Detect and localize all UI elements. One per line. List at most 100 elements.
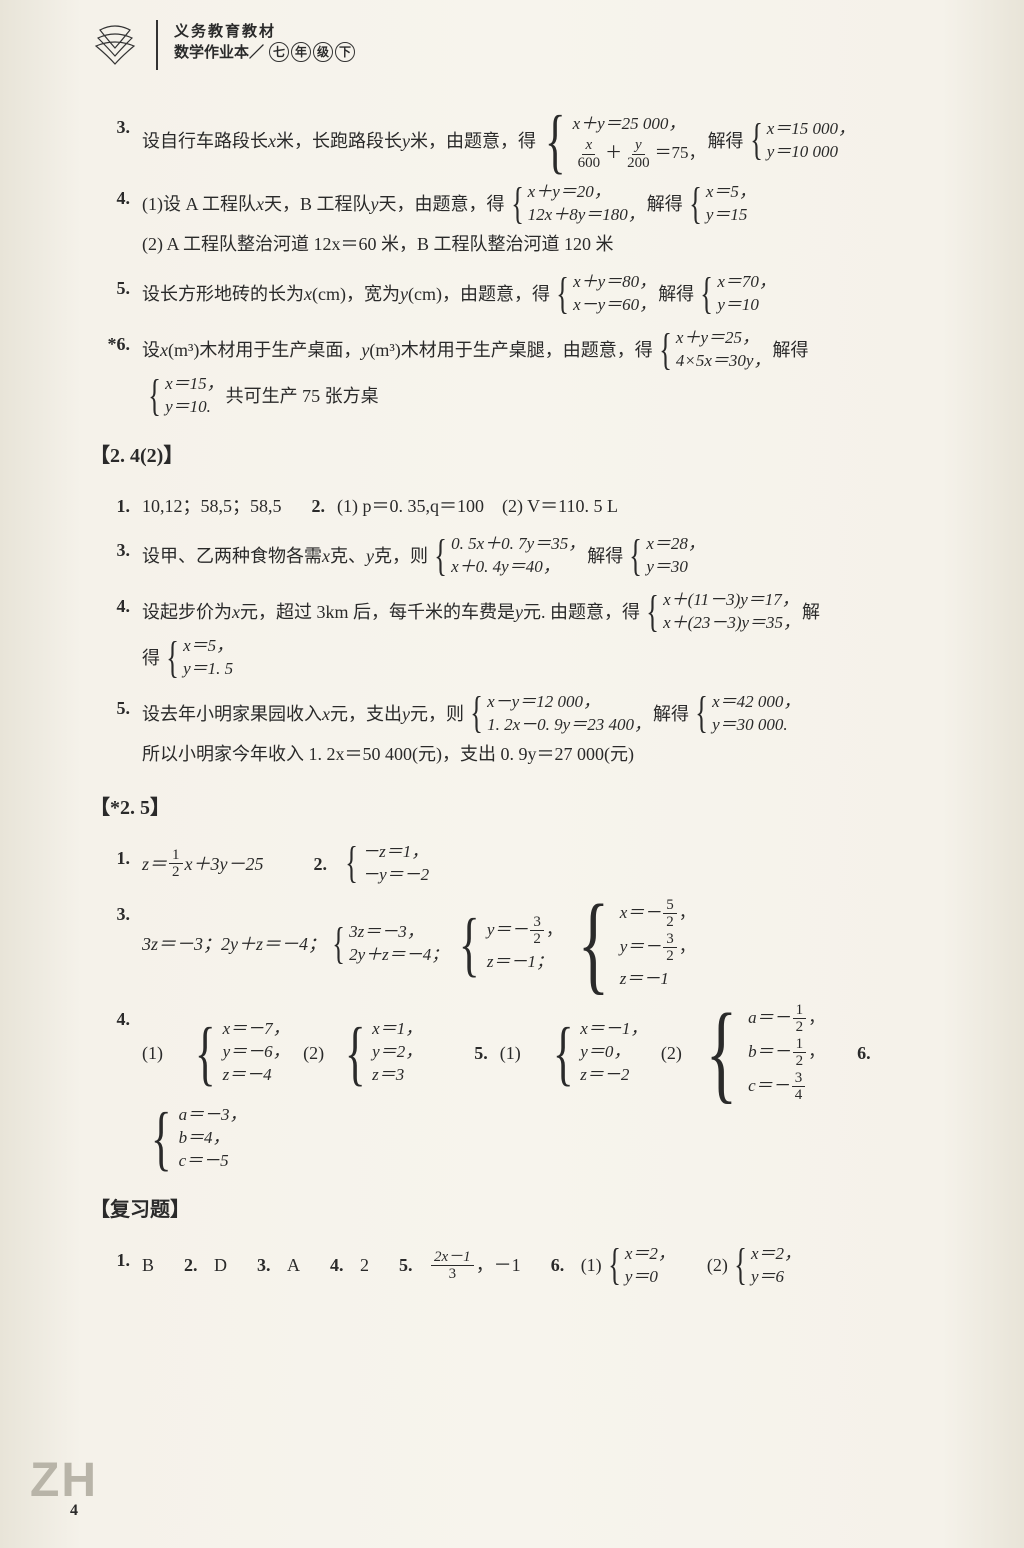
eq-row: x＝2， [751,1243,801,1266]
equation-system: { x＋(11－3)y＝17， x＋(23－3)y＝35， [642,589,800,635]
problem-6: *6. 设 x (m³)木材用于生产桌面， y (m³)木材用于生产桌腿，由题意… [90,327,954,419]
eq-row: a＝－3， [179,1104,247,1127]
problem-body: 10,12；58,5；58,5 2. (1) p＝0. 35,q＝100 (2)… [142,489,954,523]
var: y [402,697,410,731]
text: 设起步价为 [142,595,232,629]
var: y [400,277,408,311]
problem-5: 5. 设长方形地砖的长为 x (cm)，宽为 y (cm)，由题意，得 { x＋… [90,271,954,317]
text: 设 A 工程队 [163,187,256,221]
answer: A [287,1248,300,1282]
problem-number: 3. [90,897,142,931]
eq-row: x＋y＝20， [528,181,645,204]
eq-row: x＝5， [706,181,756,204]
var: x [256,187,264,221]
eq-row: 12x＋8y＝180， [528,204,645,227]
text: (m³)木材用于生产桌腿，由题意，得 [369,333,652,367]
answer: ，－1 [476,1248,521,1282]
problem-body: 设 x (m³)木材用于生产桌面， y (m³)木材用于生产桌腿，由题意，得 {… [142,327,954,419]
text: x＋3y－25 [185,847,264,881]
problem-s3-3: 3. 3z＝－3；2y＋z＝－4； { 3z＝－3， 2y＋z＝－4； { y＝… [90,897,954,992]
text: 设长方形地砖的长为 [142,277,304,311]
solution-system: { x＝70， y＝10 [696,271,776,317]
page: 义务教育教材 数学作业本／ 七 年 级 下 3. 设自行车路段长 x 米，长跑路… [0,0,1024,1548]
equation-system: { 0. 5x＋0. 7y＝35， x＋0. 4y＝40， [430,533,585,579]
var: x [304,277,312,311]
equation-system: { 3z＝－3， 2y＋z＝－4； [328,921,448,967]
eq-row: y＝10 000 [767,141,855,164]
eq-row: a＝－12， [748,1002,825,1036]
eq-row: z＝－1； [487,948,563,975]
text: 共可生产 75 张方桌 [226,379,379,413]
text: 解得 [647,187,683,221]
section-heading: 复习题 [90,1191,954,1229]
section-heading: *2. 5 [90,789,954,827]
eq-row: x＝2， [625,1243,675,1266]
solution-system: { x＝15 000， y＝10 000 [746,118,855,164]
problem-body: z＝ 12 x＋3y－25 2. { －z＝1， －y＝－2 [142,841,954,887]
solution-system: { x＝5， y＝15 [685,181,756,227]
problem-s2-3: 3. 设甲、乙两种食物各需 x 克、 y 克，则 { 0. 5x＋0. 7y＝3… [90,533,954,579]
section-heading: 2. 4(2) [90,437,954,475]
eq-row: y＝10 [717,294,776,317]
text: 米，由题意，得 [410,124,536,158]
part-label: (2) [707,1248,728,1282]
eq-row: x＝－1， [580,1018,647,1041]
text: 元. 由题意，得 [523,595,640,629]
problem-number: 3. [90,533,142,567]
text-line: 所以小明家今年收入 1. 2x＝50 400(元)，支出 0. 9y＝27 00… [142,737,954,771]
header-book-title: 数学作业本／ 七 年 级 下 [174,41,356,62]
text: 解得 [653,697,689,731]
eq-row: y＝－32， [487,914,563,948]
part-label: (1) [581,1248,602,1282]
problem-number: 5. [399,1248,425,1282]
eq-row: x＋(23－3)y＝35， [663,612,800,635]
var: y [402,124,410,158]
text: 米，长跑路段长 [276,124,402,158]
problem-3: 3. 设自行车路段长 x 米，长跑路段长 y 米，由题意，得 { x＋y＝25 … [90,110,954,171]
eq-row: x＝－7， [223,1018,290,1041]
eq-row: y＝－32， [620,931,696,965]
solution-system: { x＝2， y＝0 [604,1243,675,1289]
text: 解得 [658,277,694,311]
solution-system: { x＝2， y＝6 [730,1243,801,1289]
eq-row: x＝42 000， [712,691,800,714]
eq-row: x＋y＝80， [573,271,656,294]
eq-row: x＝5， [183,635,233,658]
review-row: 1. B 2. D 3. A 4. 2 5. 2x－13 ，－1 6. (1) [90,1243,954,1289]
problem-number: 5. [90,271,142,305]
text: 元，则 [410,697,464,731]
eq-row: x＝1， [372,1018,422,1041]
text: 元，超过 3km 后，每千米的车费是 [240,595,515,629]
equation-system: { x＋y＝25， 4×5x＝30y， [655,327,771,373]
problem-number: 3. [257,1248,283,1282]
grade-circles: 七 年 级 下 [268,42,356,62]
eq-row: b＝4， [179,1127,247,1150]
text: 克，则 [374,539,428,573]
eq-row: x600＋y200＝75， [573,137,706,171]
answer: B [142,1248,154,1282]
eq-row: y＝6 [751,1266,801,1289]
problem-number: 1. [90,489,142,523]
eq-row: x＋(11－3)y＝17， [663,589,800,612]
eq-row: y＝15 [706,204,756,227]
equation-system: { x＝－52， y＝－32， z＝－1 [567,897,696,992]
problem-number: 5. [474,1036,500,1070]
problem-number: 2. [312,489,338,523]
solution-system: { x＝42 000， y＝30 000. [691,691,800,737]
eq-row: z＝3 [372,1064,422,1087]
equation-system: { y＝－32， z＝－1； [452,914,563,975]
text: (m³)木材用于生产桌面， [168,333,361,367]
problem-number: 1. [90,841,142,875]
equation-system: { －z＝1， －y＝－2 [341,841,429,887]
eq-row: y＝2， [372,1041,422,1064]
var: y [361,333,369,367]
problem-s2-5: 5. 设去年小明家果园收入 x 元，支出 y 元，则 { x－y＝12 000，… [90,691,954,771]
answer: 2 [360,1248,369,1282]
var: x [322,539,330,573]
text: 设去年小明家果园收入 [142,697,322,731]
eq-row: x＝－52， [620,897,696,931]
grade-circle: 下 [335,42,355,62]
eq-row: 1. 2x－0. 9y＝23 400， [487,714,651,737]
eq-row: 0. 5x＋0. 7y＝35， [451,533,585,556]
fraction: 12 [169,847,183,881]
